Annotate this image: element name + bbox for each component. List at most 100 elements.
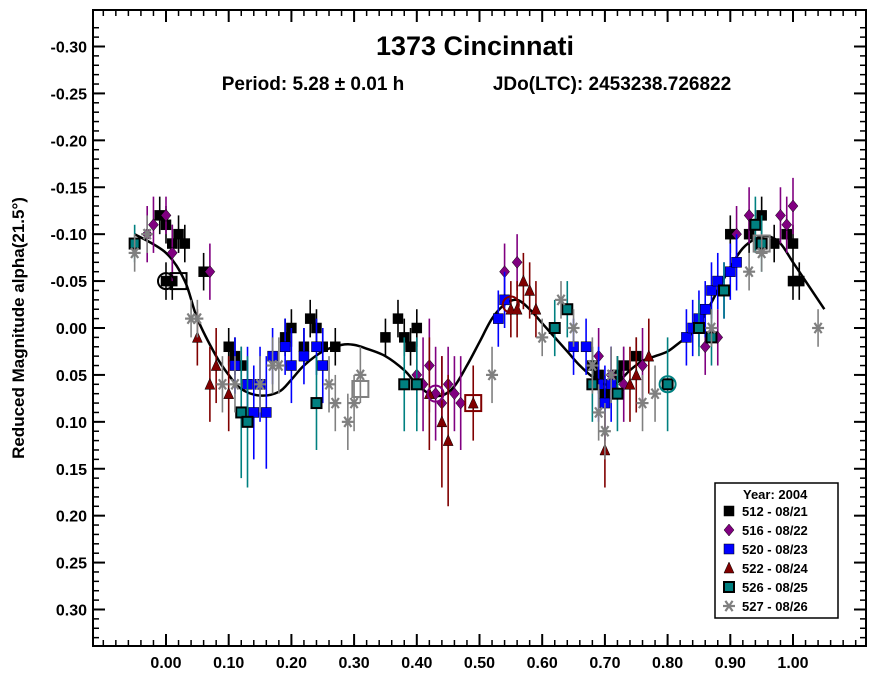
open-markers-layer <box>157 234 771 413</box>
data-point <box>624 377 636 390</box>
data-points-layer <box>128 177 825 507</box>
x-tick-label: 0.30 <box>339 655 370 672</box>
data-point <box>449 387 460 401</box>
data-point <box>661 378 674 391</box>
data-point <box>781 218 793 232</box>
data-point <box>580 341 592 353</box>
period-label: Period: 5.28 ± 0.01 h <box>222 74 405 95</box>
open-circle-marker <box>157 272 175 291</box>
data-point <box>210 358 222 371</box>
legend-entry: 527 - 08/26 <box>723 599 808 614</box>
y-tick-label: 0.10 <box>56 415 87 432</box>
data-point <box>706 285 717 296</box>
data-point <box>341 416 354 428</box>
data-point <box>718 284 731 297</box>
y-tick-label: 0.00 <box>56 321 87 338</box>
x-tick-label: 1.00 <box>777 655 808 672</box>
data-point <box>204 377 216 390</box>
data-point <box>204 265 216 279</box>
data-point <box>768 238 780 249</box>
data-point <box>755 247 768 259</box>
data-point <box>310 397 323 410</box>
data-point <box>254 378 267 391</box>
data-point <box>605 369 618 381</box>
data-point <box>411 322 423 334</box>
data-point <box>643 349 655 362</box>
y-tick-label: -0.30 <box>51 40 88 57</box>
legend-marker <box>723 523 735 537</box>
data-point <box>261 407 272 418</box>
y-tick-label: -0.10 <box>51 227 88 244</box>
legend-marker <box>723 561 735 574</box>
legend: Year: 2004 512 - 08/21 516 - 08/22 520 - 08… <box>714 482 839 619</box>
data-point <box>530 302 542 315</box>
legend-marker <box>723 543 735 555</box>
x-tick-label: 0.40 <box>401 655 432 672</box>
data-point <box>160 209 172 222</box>
data-point <box>330 341 341 353</box>
data-point <box>148 218 159 232</box>
open-square-marker <box>464 394 483 413</box>
data-point <box>304 313 316 324</box>
legend-entry: 526 - 08/25 <box>723 580 808 595</box>
y-tick-label: 0.15 <box>56 462 87 479</box>
data-point <box>743 209 755 222</box>
data-point <box>173 228 184 240</box>
data-point <box>692 322 705 334</box>
data-point <box>442 433 454 446</box>
data-point <box>317 360 328 371</box>
data-point <box>354 369 367 381</box>
legend-marker <box>723 600 735 612</box>
data-point <box>794 275 805 287</box>
data-point <box>699 340 711 354</box>
data-point <box>467 396 479 409</box>
data-point <box>398 378 411 391</box>
data-point <box>241 415 254 428</box>
data-point <box>787 199 799 213</box>
data-point <box>630 368 642 381</box>
data-point <box>179 238 191 249</box>
chart-title: 1373 Cincinnati <box>376 31 574 61</box>
data-point <box>567 322 580 334</box>
data-point <box>598 425 611 437</box>
data-point <box>812 322 825 334</box>
data-point <box>561 303 574 316</box>
data-point <box>749 218 762 231</box>
data-point <box>298 350 310 362</box>
legend-entry: 520 - 08/23 <box>723 542 808 557</box>
data-point <box>348 397 361 409</box>
legend-label: 527 - 08/26 <box>742 599 808 614</box>
data-point <box>611 387 624 400</box>
data-point <box>636 397 649 409</box>
open-square-marker <box>752 234 771 253</box>
open-circle-marker <box>658 375 677 394</box>
x-tick-label: 0.80 <box>652 655 683 672</box>
data-point <box>248 407 260 418</box>
legend-marker <box>723 505 735 517</box>
open-circle-marker <box>426 384 445 403</box>
data-point <box>410 378 423 391</box>
data-point <box>493 313 504 324</box>
data-point <box>166 246 178 260</box>
axes: 0.00 0.10 0.20 0.30 0.40 0.50 0.60 0.70 0.80 0.90… <box>51 10 866 672</box>
legend-entry: 512 - 08/21 <box>723 504 808 519</box>
data-point <box>191 312 204 325</box>
epoch-label: JDo(LTC): 2453238.726822 <box>493 74 731 95</box>
legend-entry: 522 - 08/24 <box>723 561 809 576</box>
data-point <box>279 341 291 353</box>
y-tick-label: 0.30 <box>56 603 87 620</box>
x-tick-label: 0.00 <box>150 655 181 672</box>
data-point <box>141 228 154 240</box>
x-tick-label: 0.20 <box>276 655 307 672</box>
data-point <box>436 415 448 428</box>
data-point <box>731 257 742 268</box>
x-tick-label: 0.60 <box>527 655 558 672</box>
data-point <box>380 332 391 343</box>
data-point <box>712 275 724 287</box>
data-point <box>787 238 799 249</box>
data-point <box>548 322 561 334</box>
data-point <box>511 255 523 269</box>
legend-box <box>714 482 839 619</box>
data-point <box>223 341 234 353</box>
legend-label: 512 - 08/21 <box>742 504 808 519</box>
